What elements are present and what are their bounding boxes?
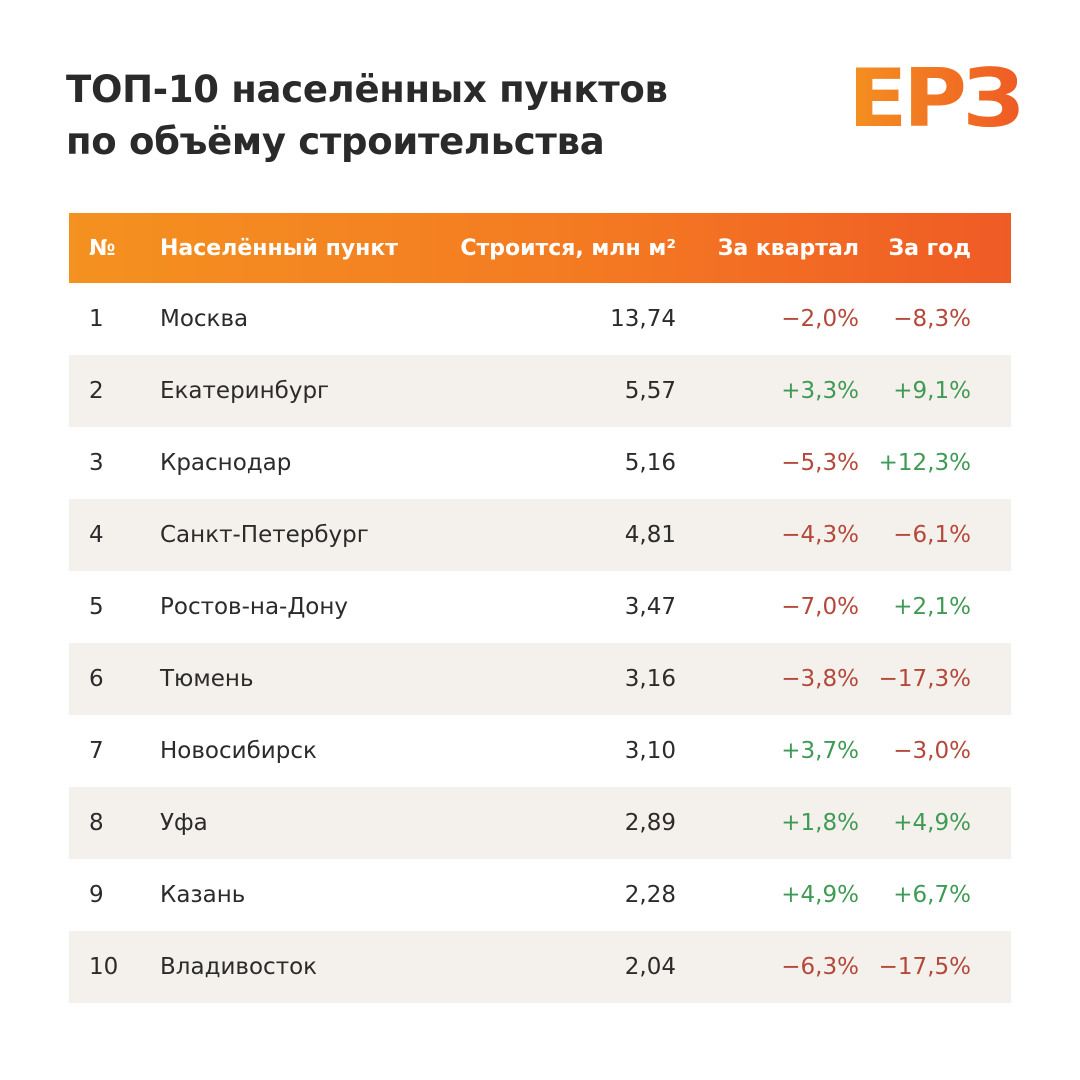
cell-city: Казань [160,882,246,908]
cell-year-change: −17,5% [878,954,971,980]
table-header: № Населённый пункт Строится, млн м² За к… [69,213,1011,283]
cell-city: Уфа [160,810,208,836]
table-row: 6 Тюмень 3,16 −3,8% −17,3% [69,643,1011,715]
cell-city: Новосибирск [160,738,317,764]
cell-volume: 5,57 [624,378,676,404]
cell-number: 6 [89,666,104,692]
cell-number: 7 [89,738,104,764]
cell-number: 10 [89,954,119,980]
cell-quarter-change: +3,7% [781,738,859,764]
cell-volume: 3,10 [624,738,676,764]
header-cell-city: Населённый пункт [160,235,399,261]
cell-volume: 2,28 [624,882,676,908]
cell-quarter-change: −6,3% [781,954,859,980]
erz-logo: ЕРЗ [848,58,1022,138]
cell-quarter-change: −3,8% [781,666,859,692]
cell-year-change: −17,3% [878,666,971,692]
table-row: 2 Екатеринбург 5,57 +3,3% +9,1% [69,355,1011,427]
ranking-table: № Населённый пункт Строится, млн м² За к… [69,213,1011,1003]
logo-text: ЕРЗ [848,58,1020,138]
header-cell-quarter: За квартал [717,235,859,261]
table-row: 10 Владивосток 2,04 −6,3% −17,5% [69,931,1011,1003]
cell-quarter-change: +4,9% [781,882,859,908]
table-row: 4 Санкт-Петербург 4,81 −4,3% −6,1% [69,499,1011,571]
cell-quarter-change: −2,0% [781,306,859,332]
table-body: 1 Москва 13,74 −2,0% −8,3% 2 Екатеринбург 5,57 +… [69,283,1011,1003]
cell-volume: 3,16 [624,666,676,692]
cell-city: Владивосток [160,954,318,980]
cell-year-change: +6,7% [893,882,971,908]
cell-volume: 4,81 [624,522,676,548]
cell-volume: 2,89 [624,810,676,836]
header-cell-year: За год [888,235,971,261]
cell-year-change: +4,9% [893,810,971,836]
cell-number: 1 [89,306,104,332]
cell-quarter-change: +3,3% [781,378,859,404]
cell-quarter-change: −4,3% [781,522,859,548]
cell-volume: 5,16 [624,450,676,476]
cell-year-change: −8,3% [893,306,971,332]
cell-city: Санкт-Петербург [160,522,369,548]
cell-year-change: −3,0% [893,738,971,764]
page-title-line-1: ТОП-10 населённых пунктов [66,68,668,111]
cell-number: 8 [89,810,104,836]
cell-volume: 2,04 [624,954,676,980]
cell-number: 9 [89,882,104,908]
cell-number: 3 [89,450,104,476]
cell-volume: 3,47 [624,594,676,620]
cell-volume: 13,74 [610,306,676,332]
cell-year-change: +9,1% [893,378,971,404]
cell-city: Краснодар [160,450,292,476]
cell-year-change: +2,1% [893,594,971,620]
cell-number: 5 [89,594,104,620]
cell-quarter-change: −5,3% [781,450,859,476]
table-row: 9 Казань 2,28 +4,9% +6,7% [69,859,1011,931]
table-row: 5 Ростов-на-Дону 3,47 −7,0% +2,1% [69,571,1011,643]
cell-year-change: −6,1% [893,522,971,548]
cell-city: Екатеринбург [160,378,330,404]
table-row: 7 Новосибирск 3,10 +3,7% −3,0% [69,715,1011,787]
cell-quarter-change: −7,0% [781,594,859,620]
page-title: ТОП-10 населённых пунктов по объёму стро… [66,64,766,168]
cell-number: 2 [89,378,104,404]
page-title-line-2: по объёму строительства [66,120,605,163]
table-row: 8 Уфа 2,89 +1,8% +4,9% [69,787,1011,859]
header-cell-volume: Строится, млн м² [460,235,676,261]
cell-quarter-change: +1,8% [781,810,859,836]
table-row: 3 Краснодар 5,16 −5,3% +12,3% [69,427,1011,499]
table-row: 1 Москва 13,74 −2,0% −8,3% [69,283,1011,355]
cell-number: 4 [89,522,104,548]
cell-city: Ростов-на-Дону [160,594,349,620]
header-cell-number: № [89,235,116,261]
cell-city: Тюмень [160,666,254,692]
cell-city: Москва [160,306,249,332]
cell-year-change: +12,3% [878,450,971,476]
